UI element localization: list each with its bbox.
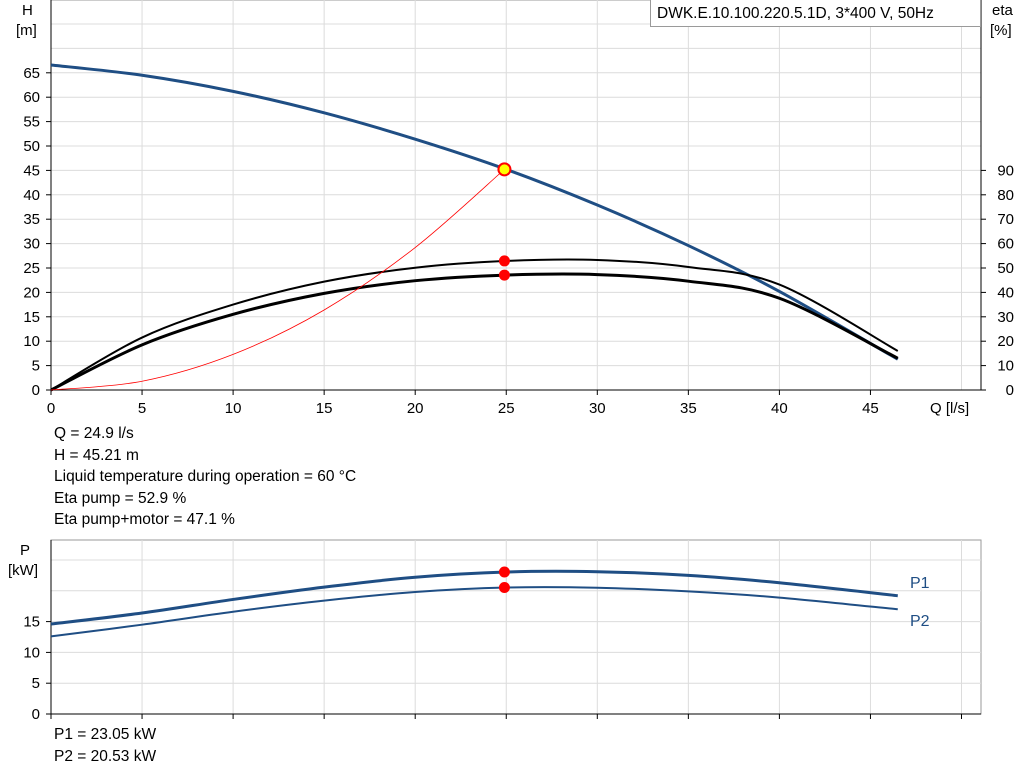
y-tick-label: 0 xyxy=(32,382,40,399)
x-tick-label: 45 xyxy=(862,400,879,417)
eta-tick-label: 70 xyxy=(997,211,1014,228)
eta-pump-readout: Eta pump = 52.9 % xyxy=(54,489,187,507)
p2-curve xyxy=(50,586,898,638)
eta-pump-operating-point xyxy=(498,255,510,267)
head-operating-point xyxy=(497,162,512,177)
y-tick-label: 25 xyxy=(23,260,40,277)
p2-readout: P2 = 20.53 kW xyxy=(54,747,157,765)
x-tick-label: 20 xyxy=(407,400,424,417)
y-tick-label: 10 xyxy=(23,644,40,661)
temperature-readout: Liquid temperature during operation = 60… xyxy=(54,468,357,485)
eta-total-readout: Eta pump+motor = 47.1 % xyxy=(54,511,235,528)
y-tick-label: 60 xyxy=(23,89,40,106)
p1-label: P1 xyxy=(910,575,930,592)
y-tick-label: 35 xyxy=(23,211,40,228)
operating-info: Q = 24.9 l/s H = 45.21 m Liquid temperat… xyxy=(54,423,356,531)
eta-pump-curve xyxy=(50,258,899,391)
eta-tick-label: 20 xyxy=(997,333,1014,350)
eta-tick-label: 30 xyxy=(997,309,1014,326)
eta-pump-motor-curve xyxy=(50,272,899,392)
y-tick-label: 45 xyxy=(23,162,40,179)
p1-readout: P1 = 23.05 kW xyxy=(54,726,157,743)
y-tick-label: 15 xyxy=(23,614,40,631)
y-tick-label: 5 xyxy=(32,358,40,375)
eta-y-tick-labels: 0 10 20 30 40 50 60 70 80 90 xyxy=(997,162,1014,399)
x-tick-label: 5 xyxy=(138,400,146,417)
pump-head-curve xyxy=(50,63,899,361)
y-tick-label: 40 xyxy=(23,187,40,204)
head-x-tick-labels: 0 5 10 15 20 25 30 35 40 45 xyxy=(47,390,879,417)
y-tick-label: 20 xyxy=(23,284,40,301)
eta-tick-label: 50 xyxy=(997,260,1014,277)
x-tick-label: 35 xyxy=(680,400,697,417)
power-axis-label-unit: [kW] xyxy=(8,562,38,579)
head-chart-operating-points xyxy=(497,162,512,281)
power-chart-curves xyxy=(50,569,898,638)
head-y-tick-labels: 0 5 10 15 20 25 30 35 40 45 50 55 60 65 xyxy=(23,65,51,399)
y-tick-label: 15 xyxy=(23,309,40,326)
head-axis-label-top: H xyxy=(22,2,33,19)
power-chart-operating-points xyxy=(498,566,510,594)
eta-axis-label-unit: [%] xyxy=(990,22,1012,39)
power-axis-label-top: P xyxy=(20,542,30,559)
x-tick-label: 15 xyxy=(316,400,333,417)
system-curve xyxy=(50,169,505,391)
head-chart-curves xyxy=(50,63,899,392)
head-axis-label-unit: [m] xyxy=(16,22,37,39)
y-tick-label: 30 xyxy=(23,236,40,253)
y-tick-label: 10 xyxy=(23,333,40,350)
eta-tick-label: 40 xyxy=(997,284,1014,301)
x-tick-label: 10 xyxy=(225,400,242,417)
p2-label: P2 xyxy=(910,613,930,630)
eta-total-operating-point xyxy=(498,269,510,281)
x-tick-label: 0 xyxy=(47,400,55,417)
x-tick-label: 40 xyxy=(771,400,788,417)
power-series-labels: P1 P2 xyxy=(910,575,930,630)
eta-tick-label: 60 xyxy=(997,236,1014,253)
p1-operating-point xyxy=(498,566,510,578)
flow-axis-label: Q [l/s] xyxy=(930,400,969,417)
p1-curve xyxy=(50,569,898,626)
power-info: P1 = 23.05 kW P2 = 20.53 kW xyxy=(54,724,156,767)
eta-axis-label-top: eta xyxy=(992,2,1014,19)
p2-operating-point xyxy=(498,582,510,594)
y-tick-label: 0 xyxy=(32,706,40,723)
flow-readout: Q = 24.9 l/s xyxy=(54,425,134,442)
power-chart-frame xyxy=(50,539,982,715)
x-tick-label: 30 xyxy=(589,400,606,417)
eta-tick-label: 10 xyxy=(997,358,1014,375)
y-tick-label: 50 xyxy=(23,138,40,155)
head-readout: H = 45.21 m xyxy=(54,446,139,464)
head-chart-grid xyxy=(51,0,981,390)
power-y-tick-labels: 0 5 10 15 xyxy=(23,614,51,723)
pump-model-title: DWK.E.10.100.220.5.1D, 3*400 V, 50Hz xyxy=(650,0,981,27)
x-tick-label: 25 xyxy=(498,400,515,417)
eta-tick-label: 80 xyxy=(997,187,1014,204)
eta-tick-label: 0 xyxy=(1006,382,1014,399)
power-chart-grid xyxy=(50,540,981,719)
eta-tick-label: 90 xyxy=(997,162,1014,179)
y-tick-label: 5 xyxy=(32,675,40,692)
y-tick-label: 65 xyxy=(23,65,40,82)
y-tick-label: 55 xyxy=(23,114,40,131)
